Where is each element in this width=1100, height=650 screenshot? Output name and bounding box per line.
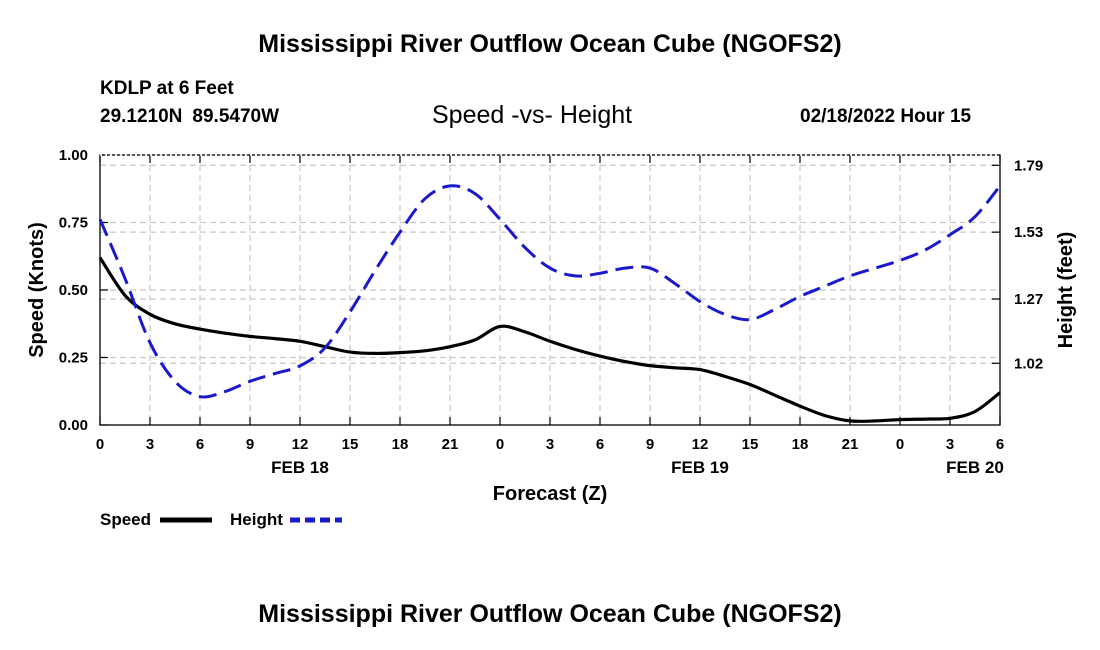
x-day-label: FEB 18 (271, 458, 329, 477)
x-tick-label: 6 (996, 436, 1004, 453)
coordinates: 29.1210N 89.5470W (100, 106, 279, 128)
ticks-layer: 0 3 6 9 12 15 18 21 0 3 6 9 12 15 18 21 0 3 6 FEB 18 FEB 19 F… (59, 147, 1043, 477)
x-tick-label: 18 (392, 436, 409, 453)
footer-title: Mississippi River Outflow Ocean Cube (NG… (258, 600, 842, 628)
x-tick-label: 0 (896, 436, 904, 453)
y-left-tick-label: 1.00 (59, 147, 88, 164)
y-axis-right-label: Height (feet) (1055, 232, 1077, 349)
x-tick-label: 3 (146, 436, 154, 453)
series-line-height (98, 184, 1002, 399)
x-tick-label: 6 (196, 436, 204, 453)
station-label: KDLP at 6 Feet (100, 78, 234, 99)
x-tick-label: 0 (96, 436, 104, 453)
x-tick-label: 3 (546, 436, 554, 453)
y-right-tick-label: 1.79 (1014, 157, 1043, 174)
x-tick-label: 18 (792, 436, 809, 453)
x-tick-label: 6 (596, 436, 604, 453)
legend: Speed Height (100, 510, 342, 529)
y-right-tick-label: 1.53 (1014, 224, 1043, 241)
chart-subtitle: Speed -vs- Height (432, 101, 633, 129)
x-tick-label: 3 (946, 436, 954, 453)
x-tick-label: 21 (442, 436, 459, 453)
x-tick-label: 9 (246, 436, 254, 453)
legend-speed-label: Speed (100, 510, 151, 529)
chart-title: Mississippi River Outflow Ocean Cube (NG… (258, 30, 842, 58)
y-axis-left-label: Speed (Knots) (26, 222, 48, 358)
y-right-tick-label: 1.27 (1014, 291, 1043, 308)
x-tick-label: 12 (292, 436, 309, 453)
x-day-label: FEB 19 (671, 458, 729, 477)
grid-layer (100, 155, 1000, 425)
x-tick-label: 15 (742, 436, 759, 453)
y-left-tick-label: 0.75 (59, 215, 88, 232)
x-tick-label: 15 (342, 436, 359, 453)
longitude: 89.5470W (192, 106, 280, 127)
x-day-label: FEB 20 (946, 458, 1004, 477)
x-axis-label: Forecast (Z) (493, 483, 607, 505)
x-tick-label: 0 (496, 436, 504, 453)
y-left-tick-label: 0.50 (59, 282, 88, 299)
x-tick-label: 9 (646, 436, 654, 453)
series-layer (98, 184, 1002, 423)
legend-height-label: Height (230, 510, 283, 529)
x-tick-label: 12 (692, 436, 709, 453)
y-right-tick-label: 1.02 (1014, 355, 1043, 372)
y-left-tick-label: 0.00 (59, 417, 88, 434)
y-left-tick-label: 0.25 (59, 350, 88, 367)
series-line-speed (98, 256, 1001, 423)
forecast-datetime: 02/18/2022 Hour 15 (800, 106, 972, 127)
latitude: 29.1210N (100, 106, 183, 127)
x-tick-label: 21 (842, 436, 859, 453)
